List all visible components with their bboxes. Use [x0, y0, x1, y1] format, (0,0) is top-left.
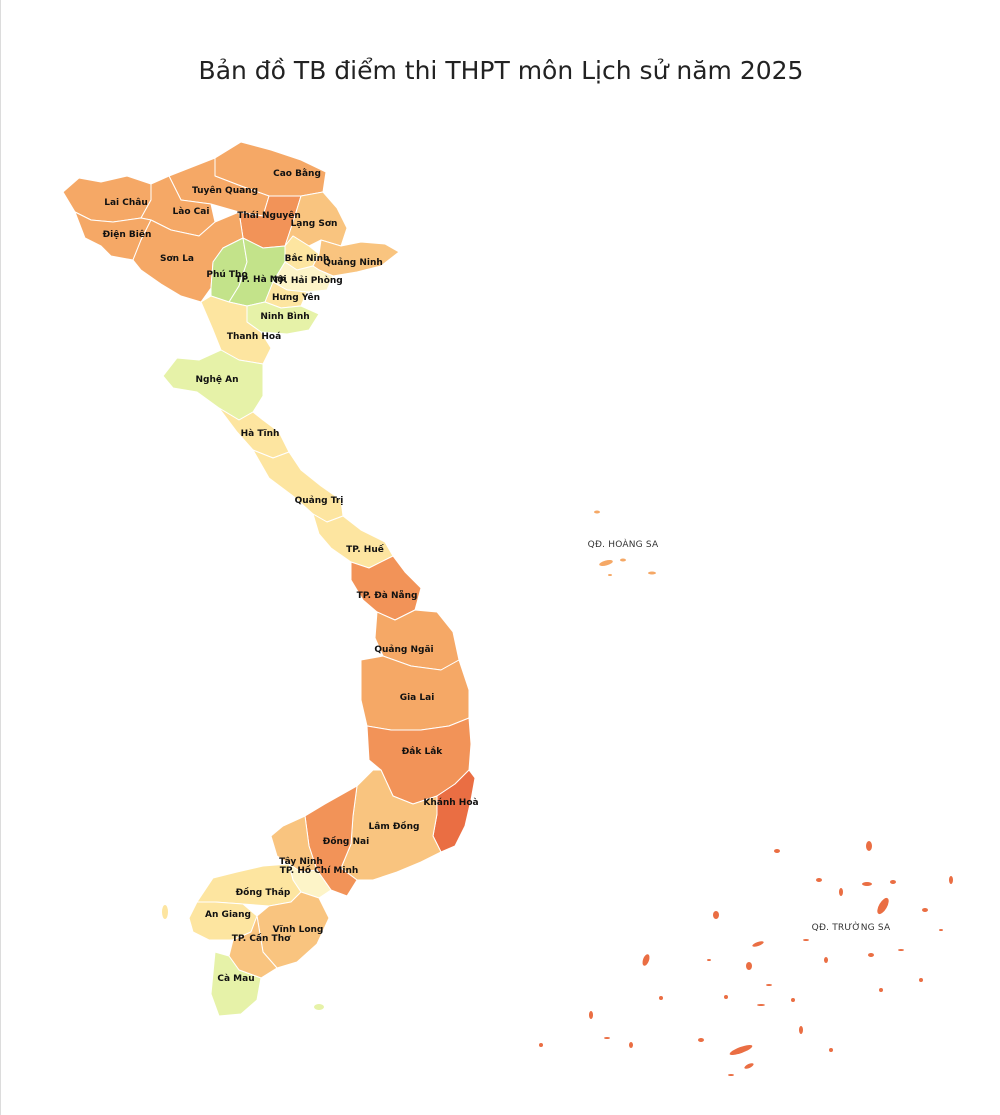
truong-sa-island — [724, 995, 728, 999]
province-label-quang-ngai: Quảng Ngãi — [374, 644, 433, 655]
coastal-island — [380, 250, 388, 254]
truong-sa-island — [746, 962, 752, 970]
truong-sa-island — [949, 876, 953, 884]
province-label-tp-ha-noi: TP. Hà Nội — [235, 275, 286, 285]
province-thanh-hoa — [200, 295, 272, 365]
province-label-lang-son: Lạng Sơn — [291, 219, 338, 229]
truong-sa-island — [862, 882, 872, 886]
truong-sa-island — [799, 1026, 803, 1034]
province-label-nghe-an: Nghệ An — [196, 375, 239, 385]
province-label-vinh-long: Vĩnh Long — [273, 925, 324, 935]
province-label-phu-tho: Phú Thọ — [206, 270, 247, 280]
truong-sa-island — [866, 841, 872, 851]
province-tp-da-nang — [350, 555, 422, 621]
truong-sa-island — [877, 897, 889, 915]
province-quang-ninh — [312, 239, 400, 277]
hoang-sa-island — [648, 571, 656, 575]
truong-sa-island — [919, 978, 923, 982]
province-label-khanh-hoa: Khánh Hoà — [423, 798, 478, 808]
truong-sa-island — [642, 954, 650, 966]
province-label-hung-yen: Hưng Yên — [272, 292, 320, 303]
truong-sa-island — [539, 1043, 543, 1047]
truong-sa-island — [698, 1038, 704, 1042]
province-label-son-la: Sơn La — [160, 254, 194, 264]
province-label-ca-mau: Cà Mau — [217, 974, 254, 984]
truong-sa-island — [839, 888, 843, 896]
truong-sa-island — [824, 957, 828, 963]
truong-sa-island — [744, 1063, 754, 1069]
province-label-lam-dong: Lâm Đồng — [369, 821, 420, 832]
truong-sa-island — [774, 849, 780, 853]
province-label-tay-ninh: Tây Ninh — [279, 857, 323, 867]
truong-sa-island — [829, 1048, 833, 1052]
truong-sa-island — [604, 1037, 610, 1039]
hoang-sa-island — [608, 574, 612, 576]
province-label-thai-nguyen: Thái Nguyên — [237, 210, 301, 221]
truong-sa-island — [752, 941, 764, 947]
province-label-lao-cai: Lào Cai — [173, 207, 210, 217]
hoang-sa-island — [620, 558, 626, 562]
hoang-sa-island — [594, 510, 600, 514]
province-label-cao-bang: Cao Bằng — [273, 168, 321, 179]
province-label-tp-hai-phong: TP. Hải Phòng — [273, 275, 343, 286]
province-label-gia-lai: Gia Lai — [400, 693, 435, 703]
province-label-dak-lak: Đắk Lắk — [402, 746, 444, 757]
province-label-tp-hue: TP. Huế — [346, 544, 385, 555]
province-tp-hue — [312, 513, 394, 569]
truong-sa-island — [939, 929, 943, 931]
truong-sa-island — [659, 996, 663, 1000]
province-label-dong-thap: Đồng Tháp — [236, 887, 291, 898]
truong-sa-island — [816, 878, 822, 882]
truong-sa-island — [890, 880, 896, 884]
province-label-bac-ninh: Bắc Ninh — [285, 253, 330, 264]
truong-sa-island — [713, 911, 719, 919]
coastal-island — [162, 905, 168, 919]
province-label-tp-da-nang: TP. Đà Nẵng — [357, 590, 418, 601]
truong-sa-island — [766, 984, 772, 986]
truong-sa-island — [629, 1042, 633, 1048]
province-ca-mau — [210, 951, 262, 1017]
province-label-an-giang: An Giang — [205, 910, 251, 920]
hoang-sa-label: QĐ. HOÀNG SA — [588, 538, 659, 550]
truong-sa-island — [729, 1045, 753, 1055]
province-label-dien-bien: Điện Biên — [103, 229, 152, 240]
province-label-dong-nai: Đồng Nai — [323, 836, 369, 847]
province-ha-tinh — [218, 407, 290, 459]
truong-sa-island — [791, 998, 795, 1002]
province-label-tp-can-tho: TP. Cần Thơ — [232, 933, 291, 944]
province-label-tuyen-quang: Tuyên Quang — [192, 185, 258, 196]
map-title: Bản đồ TB điểm thi THPT môn Lịch sử năm … — [198, 56, 804, 85]
province-label-lai-chau: Lai Châu — [104, 198, 148, 208]
province-label-thanh-hoa: Thanh Hoá — [227, 332, 281, 342]
truong-sa-island — [922, 908, 928, 912]
coastal-island — [314, 1004, 324, 1010]
truong-sa-label: QĐ. TRƯỜNG SA — [812, 921, 891, 933]
province-quang-tri — [252, 449, 344, 523]
province-label-tp-ho-chi-minh: TP. Hồ Chí Minh — [280, 865, 359, 876]
truong-sa-island — [803, 939, 809, 941]
truong-sa-island — [728, 1074, 734, 1076]
truong-sa-island — [868, 953, 874, 957]
province-nghe-an — [162, 349, 264, 421]
truong-sa-island — [757, 1004, 765, 1006]
truong-sa-island — [879, 988, 883, 992]
truong-sa-island — [707, 959, 711, 961]
province-label-ha-tinh: Hà Tĩnh — [241, 429, 280, 439]
province-label-ninh-binh: Ninh Bình — [260, 312, 309, 322]
province-label-quang-tri: Quảng Trị — [295, 495, 344, 506]
hoang-sa-island — [599, 559, 613, 567]
truong-sa-island — [589, 1011, 593, 1019]
truong-sa-island — [898, 949, 904, 951]
province-label-quang-ninh: Quảng Ninh — [323, 257, 383, 268]
